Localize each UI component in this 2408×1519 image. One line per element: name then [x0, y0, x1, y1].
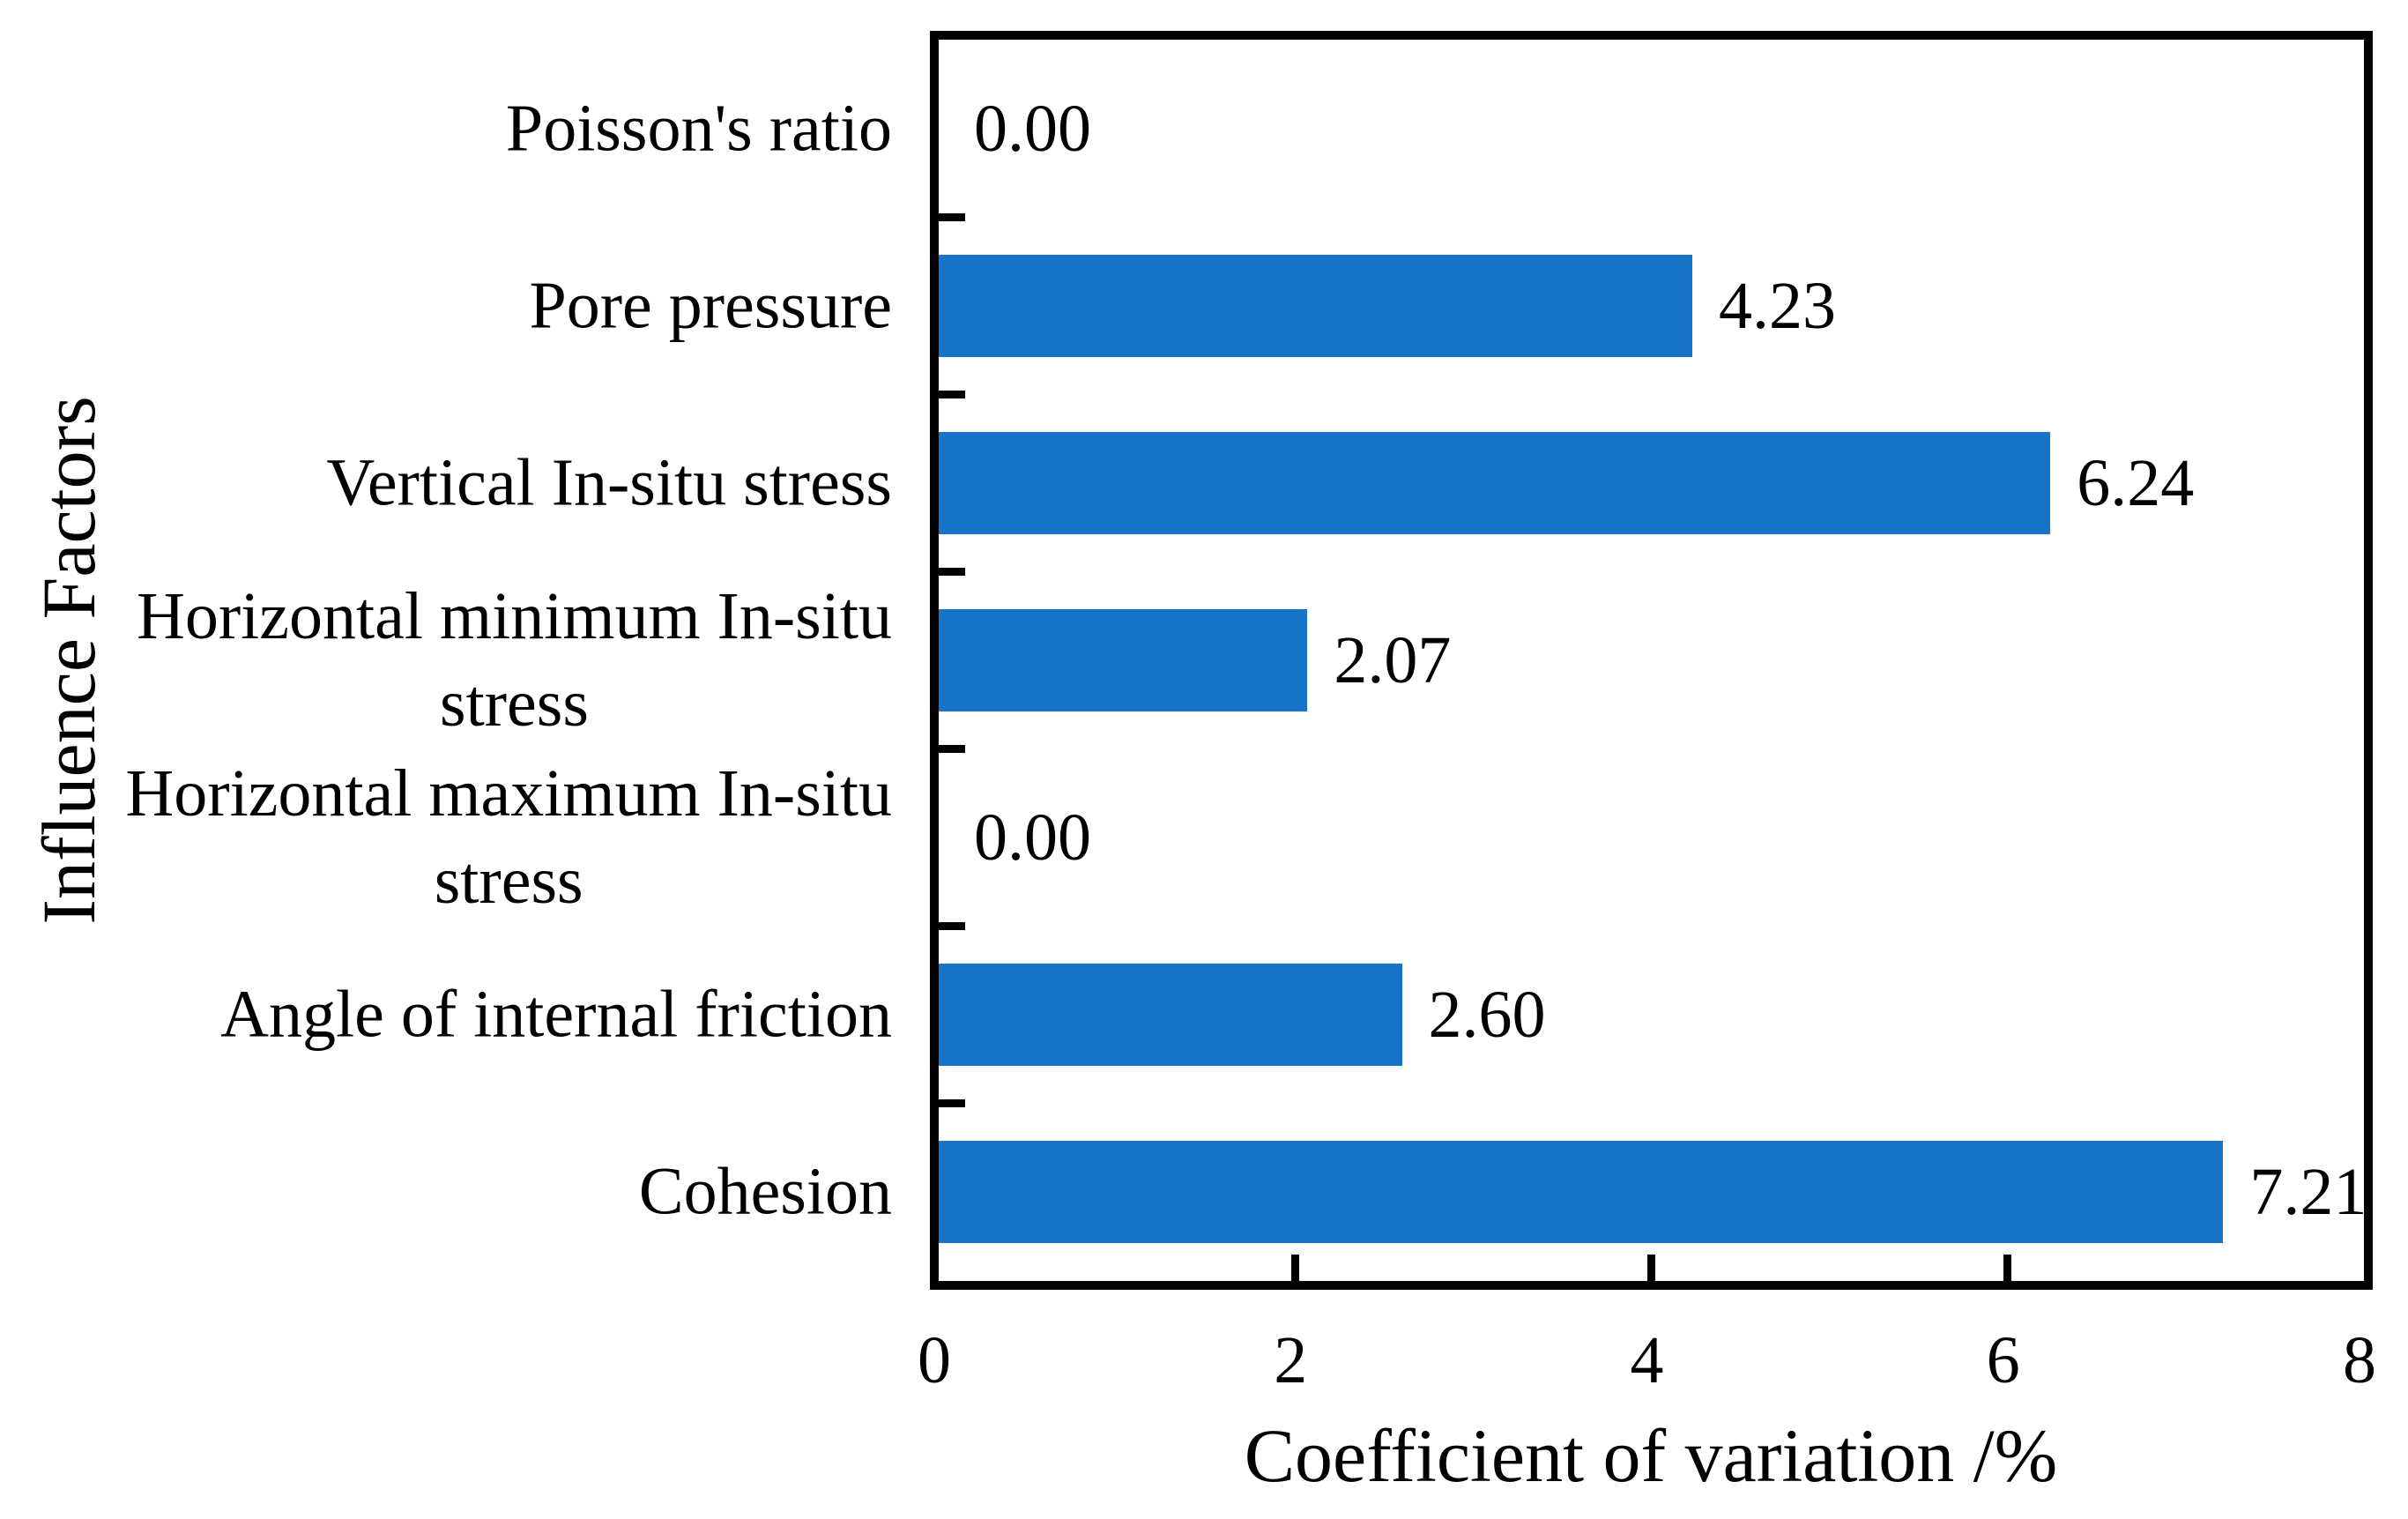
value-label: 0.00 [974, 91, 1091, 166]
category-label: Cohesion [638, 1155, 892, 1230]
y-axis-tick [939, 922, 965, 931]
value-label: 2.60 [1428, 978, 1546, 1053]
x-tick-label: 2 [1274, 1323, 1308, 1397]
value-label: 4.23 [1718, 268, 1836, 343]
category-label: Horizontal maximum In-situ stress [125, 756, 892, 919]
category-label: Horizontal minimum In-situ stress [136, 579, 892, 741]
bar [939, 964, 1402, 1067]
value-label: 7.21 [2249, 1155, 2367, 1230]
x-axis-tick [1290, 1255, 1299, 1281]
x-tick-label: 6 [1986, 1323, 2020, 1397]
bar [939, 1141, 2224, 1244]
category-label: Angle of internal friction [220, 977, 892, 1052]
bar [939, 609, 1308, 711]
x-tick-label: 4 [1630, 1323, 1664, 1397]
y-axis-tick [939, 212, 965, 221]
y-axis-tick [939, 745, 965, 754]
x-axis-title: Coefficient of variation /% [1244, 1413, 2058, 1498]
x-axis-tick [2003, 1255, 2012, 1281]
value-label: 2.07 [1334, 623, 1452, 697]
value-label: 0.00 [974, 800, 1091, 875]
bar [939, 431, 2051, 534]
y-axis-title: Influence Factors [26, 396, 111, 925]
x-tick-label: 0 [918, 1323, 951, 1397]
value-label: 6.24 [2077, 445, 2195, 520]
x-tick-label: 8 [2343, 1323, 2376, 1397]
y-axis-tick [939, 390, 965, 398]
category-label: Pore pressure [529, 268, 892, 343]
bar [939, 254, 1692, 357]
x-axis-tick [1647, 1255, 1655, 1281]
category-label: Vertical In-situ stress [326, 445, 892, 520]
y-axis-tick [939, 567, 965, 576]
y-axis-tick [939, 1099, 965, 1108]
category-label: Poisson's ratio [505, 91, 892, 166]
